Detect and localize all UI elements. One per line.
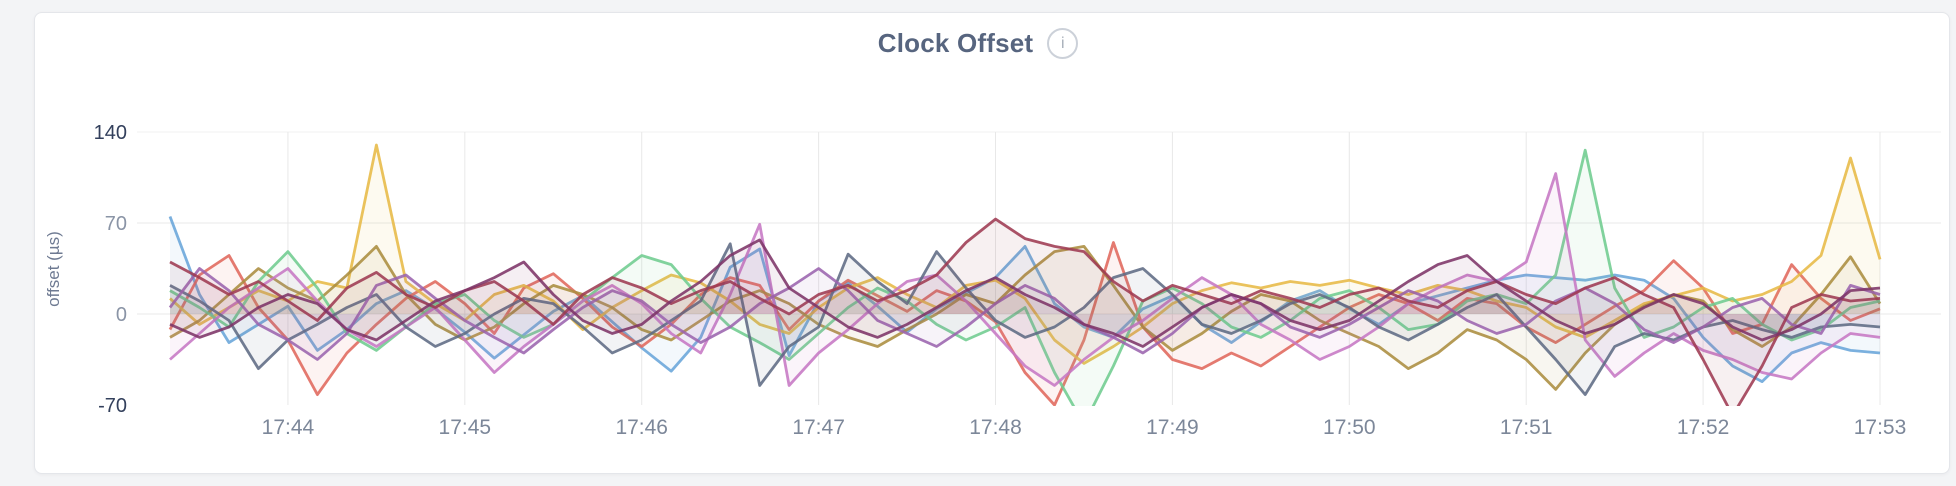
series-area-gold [170, 145, 1880, 364]
x-tick-label: 17:51 [1500, 416, 1553, 439]
y-tick-label: 70 [105, 213, 127, 235]
series-line-orchid [169, 172, 1881, 387]
x-tick-label: 17:45 [439, 416, 492, 439]
x-tick-label: 17:44 [262, 416, 315, 439]
x-tick-label: 17:47 [792, 416, 845, 439]
series-line-plum [169, 238, 1881, 348]
series-line-blue [168, 216, 1881, 383]
y-tick-label: -70 [98, 395, 127, 417]
x-tick-label: 17:52 [1677, 416, 1730, 439]
x-tick-label: 17:53 [1854, 416, 1907, 439]
info-icon[interactable]: i [1047, 28, 1079, 59]
chart-header: Clock Offset i [0, 28, 1956, 59]
series-line-olive [169, 245, 1882, 391]
series-area-brick [170, 219, 1880, 406]
series-line-violet [168, 267, 1881, 361]
series-area-orchid [170, 173, 1880, 386]
series-area-plum [170, 239, 1880, 347]
x-tick-label: 17:49 [1146, 416, 1199, 439]
clock-offset-card [34, 12, 1950, 474]
series-line-brick [169, 217, 1881, 406]
plot-area[interactable] [168, 143, 1882, 425]
chart-title: Clock Offset [877, 28, 1034, 58]
info-icon-glyph: i [1060, 34, 1065, 52]
x-tick-label: 17:48 [969, 416, 1022, 439]
y-tick-label: 140 [94, 122, 127, 144]
x-tick-label: 17:46 [615, 416, 668, 439]
series-area-coral [170, 242, 1880, 405]
series-area-slate [170, 243, 1880, 395]
y-tick-label: 0 [116, 304, 127, 326]
series-area-violet [170, 268, 1880, 360]
x-tick-label: 17:50 [1323, 416, 1376, 439]
series-line-slate [169, 242, 1881, 396]
